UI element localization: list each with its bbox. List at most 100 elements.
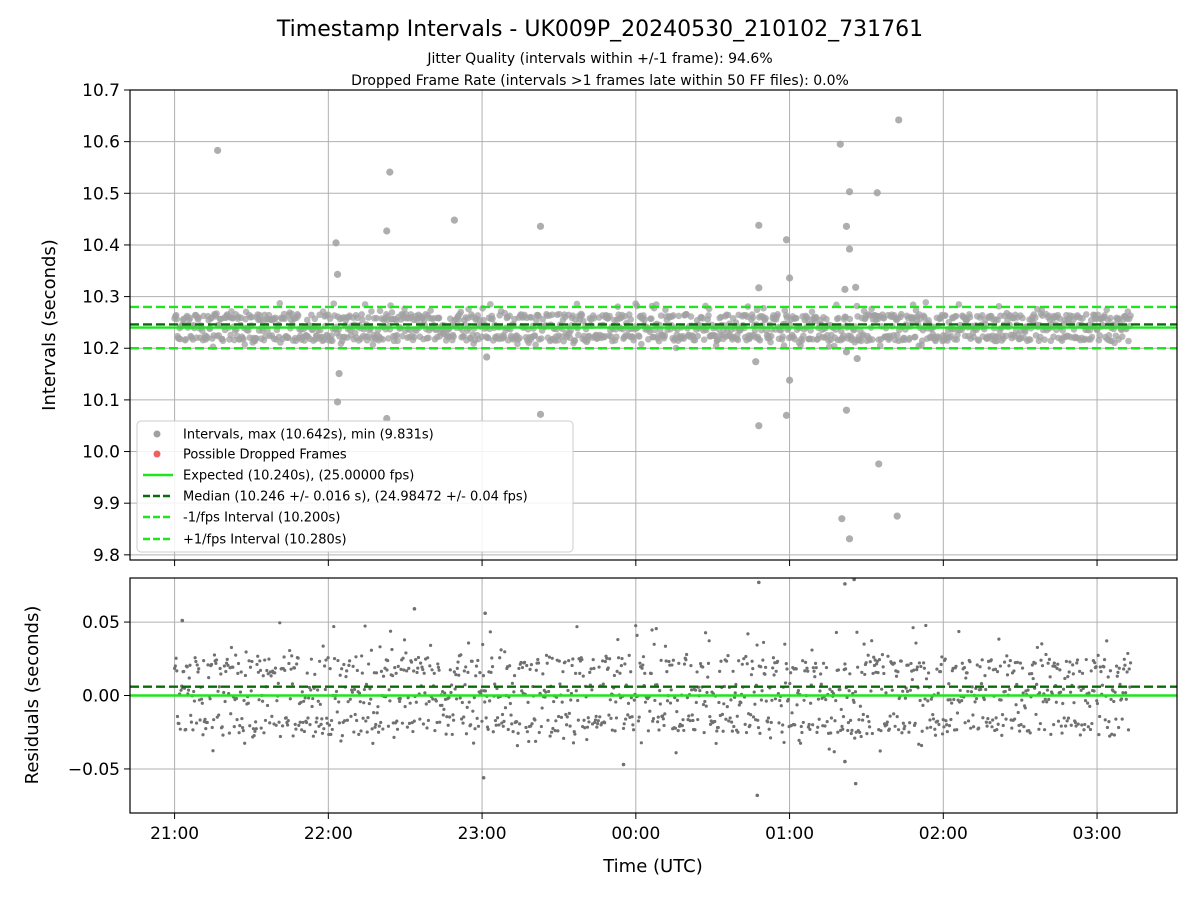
residual-point <box>905 689 910 693</box>
residual-point <box>807 722 811 727</box>
interval-outlier-point <box>386 168 394 176</box>
residual-point <box>703 699 707 704</box>
residual-point <box>987 666 991 670</box>
residual-point <box>574 689 578 693</box>
interval-point <box>365 314 372 321</box>
interval-outlier-point <box>852 283 860 291</box>
residual-outlier-point <box>481 775 486 780</box>
residual-point <box>634 624 638 628</box>
residual-point <box>218 666 222 671</box>
residual-point <box>333 696 337 701</box>
residual-point <box>859 734 863 739</box>
residual-point <box>381 674 386 678</box>
residual-point <box>179 688 183 692</box>
residual-point <box>763 672 767 676</box>
residual-point <box>199 697 204 701</box>
residual-point <box>920 729 924 733</box>
residual-point <box>348 697 352 701</box>
residual-point <box>635 633 639 637</box>
residual-point <box>1115 674 1119 678</box>
residual-point <box>1128 685 1132 689</box>
residual-point <box>1124 697 1128 701</box>
residual-point <box>1099 670 1103 674</box>
residual-point <box>885 723 889 727</box>
residual-point <box>588 670 592 674</box>
residual-point <box>386 658 390 663</box>
residual-point <box>921 703 925 707</box>
residual-point <box>698 662 703 666</box>
residual-point <box>1055 666 1059 671</box>
residual-point <box>979 682 984 686</box>
residual-point <box>813 661 818 665</box>
residual-point <box>850 728 854 732</box>
residual-point <box>464 732 469 736</box>
residual-point <box>890 688 894 692</box>
residual-point <box>462 715 466 719</box>
residual-point <box>515 744 520 748</box>
residual-point <box>433 728 437 733</box>
residual-point <box>682 662 687 666</box>
residual-point <box>564 723 569 727</box>
residuals-ytick-label: 0.00 <box>82 687 120 707</box>
residual-point <box>746 632 750 636</box>
residual-point <box>989 658 993 662</box>
residual-point <box>428 664 432 668</box>
interval-point <box>792 314 800 322</box>
residual-point <box>1028 731 1032 735</box>
interval-point <box>952 312 960 320</box>
residual-point <box>744 730 749 735</box>
residual-point <box>984 687 988 692</box>
residual-point <box>490 665 495 669</box>
residual-point <box>880 687 884 691</box>
residual-point <box>947 682 951 686</box>
interval-point <box>450 333 457 341</box>
residual-point <box>991 718 995 722</box>
interval-point <box>259 327 266 334</box>
residual-point <box>244 650 248 654</box>
residual-point <box>288 697 292 701</box>
residual-point <box>624 717 628 721</box>
residual-point <box>690 713 694 717</box>
residual-point <box>954 664 958 668</box>
residual-point <box>665 699 670 703</box>
residual-point <box>324 658 328 662</box>
residual-point <box>667 659 671 664</box>
residual-point <box>772 673 776 677</box>
residual-point <box>900 731 904 735</box>
residual-point <box>286 719 290 723</box>
interval-point <box>911 333 919 341</box>
residual-point <box>337 721 342 725</box>
residual-point <box>327 723 332 727</box>
residual-point <box>304 720 309 725</box>
residual-point <box>836 730 840 734</box>
residual-point <box>1067 670 1071 674</box>
interval-point <box>670 312 677 319</box>
intervals-ytick-label: 10.7 <box>82 81 120 101</box>
residual-point <box>318 659 322 663</box>
residual-point <box>574 671 578 675</box>
residual-point <box>1040 664 1045 668</box>
residual-point <box>718 669 722 673</box>
residual-point <box>1109 697 1113 701</box>
residual-point <box>1088 727 1093 732</box>
residual-point <box>290 682 295 686</box>
residual-point <box>887 727 891 731</box>
residual-point <box>553 729 557 733</box>
interval-point <box>532 341 539 349</box>
residual-point <box>915 668 919 672</box>
residual-point <box>395 727 400 731</box>
residual-point <box>924 677 929 681</box>
residual-point <box>1089 669 1093 673</box>
residual-point <box>795 703 799 707</box>
residual-point <box>186 688 191 692</box>
residual-point <box>885 720 889 724</box>
residual-point <box>576 698 580 703</box>
residual-point <box>919 743 924 748</box>
residual-point <box>616 656 621 660</box>
interval-point <box>1059 327 1067 334</box>
residual-point <box>614 700 618 704</box>
residual-point <box>870 639 874 643</box>
residual-point <box>784 662 788 666</box>
intervals-reference-lines <box>130 305 1177 350</box>
interval-point <box>995 303 1003 310</box>
